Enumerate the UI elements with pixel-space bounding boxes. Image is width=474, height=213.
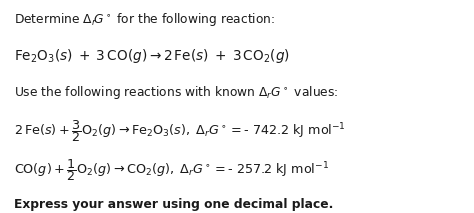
- Text: Use the following reactions with known $\Delta_r G^\circ$ values:: Use the following reactions with known $…: [14, 84, 338, 101]
- Text: Express your answer using one decimal place.: Express your answer using one decimal pl…: [14, 198, 334, 212]
- Text: $\mathrm{CO}(g)+\dfrac{1}{2}\mathrm{O_2}(g)\rightarrow\mathrm{CO_2}(g),\;\Delta_: $\mathrm{CO}(g)+\dfrac{1}{2}\mathrm{O_2}…: [14, 157, 329, 183]
- Text: Determine $\Delta_r\!G^\circ$ for the following reaction:: Determine $\Delta_r\!G^\circ$ for the fo…: [14, 11, 275, 28]
- Text: $2\,\mathrm{Fe}(s)+\dfrac{3}{2}\mathrm{O_2}(g)\rightarrow\mathrm{Fe_2O_3}(s),\;\: $2\,\mathrm{Fe}(s)+\dfrac{3}{2}\mathrm{O…: [14, 118, 346, 144]
- Text: $\mathrm{Fe_2O_3}(s)\;+\;3\,\mathrm{CO}(g)\rightarrow 2\,\mathrm{Fe}(s)\;+\;3\,\: $\mathrm{Fe_2O_3}(s)\;+\;3\,\mathrm{CO}(…: [14, 47, 290, 65]
